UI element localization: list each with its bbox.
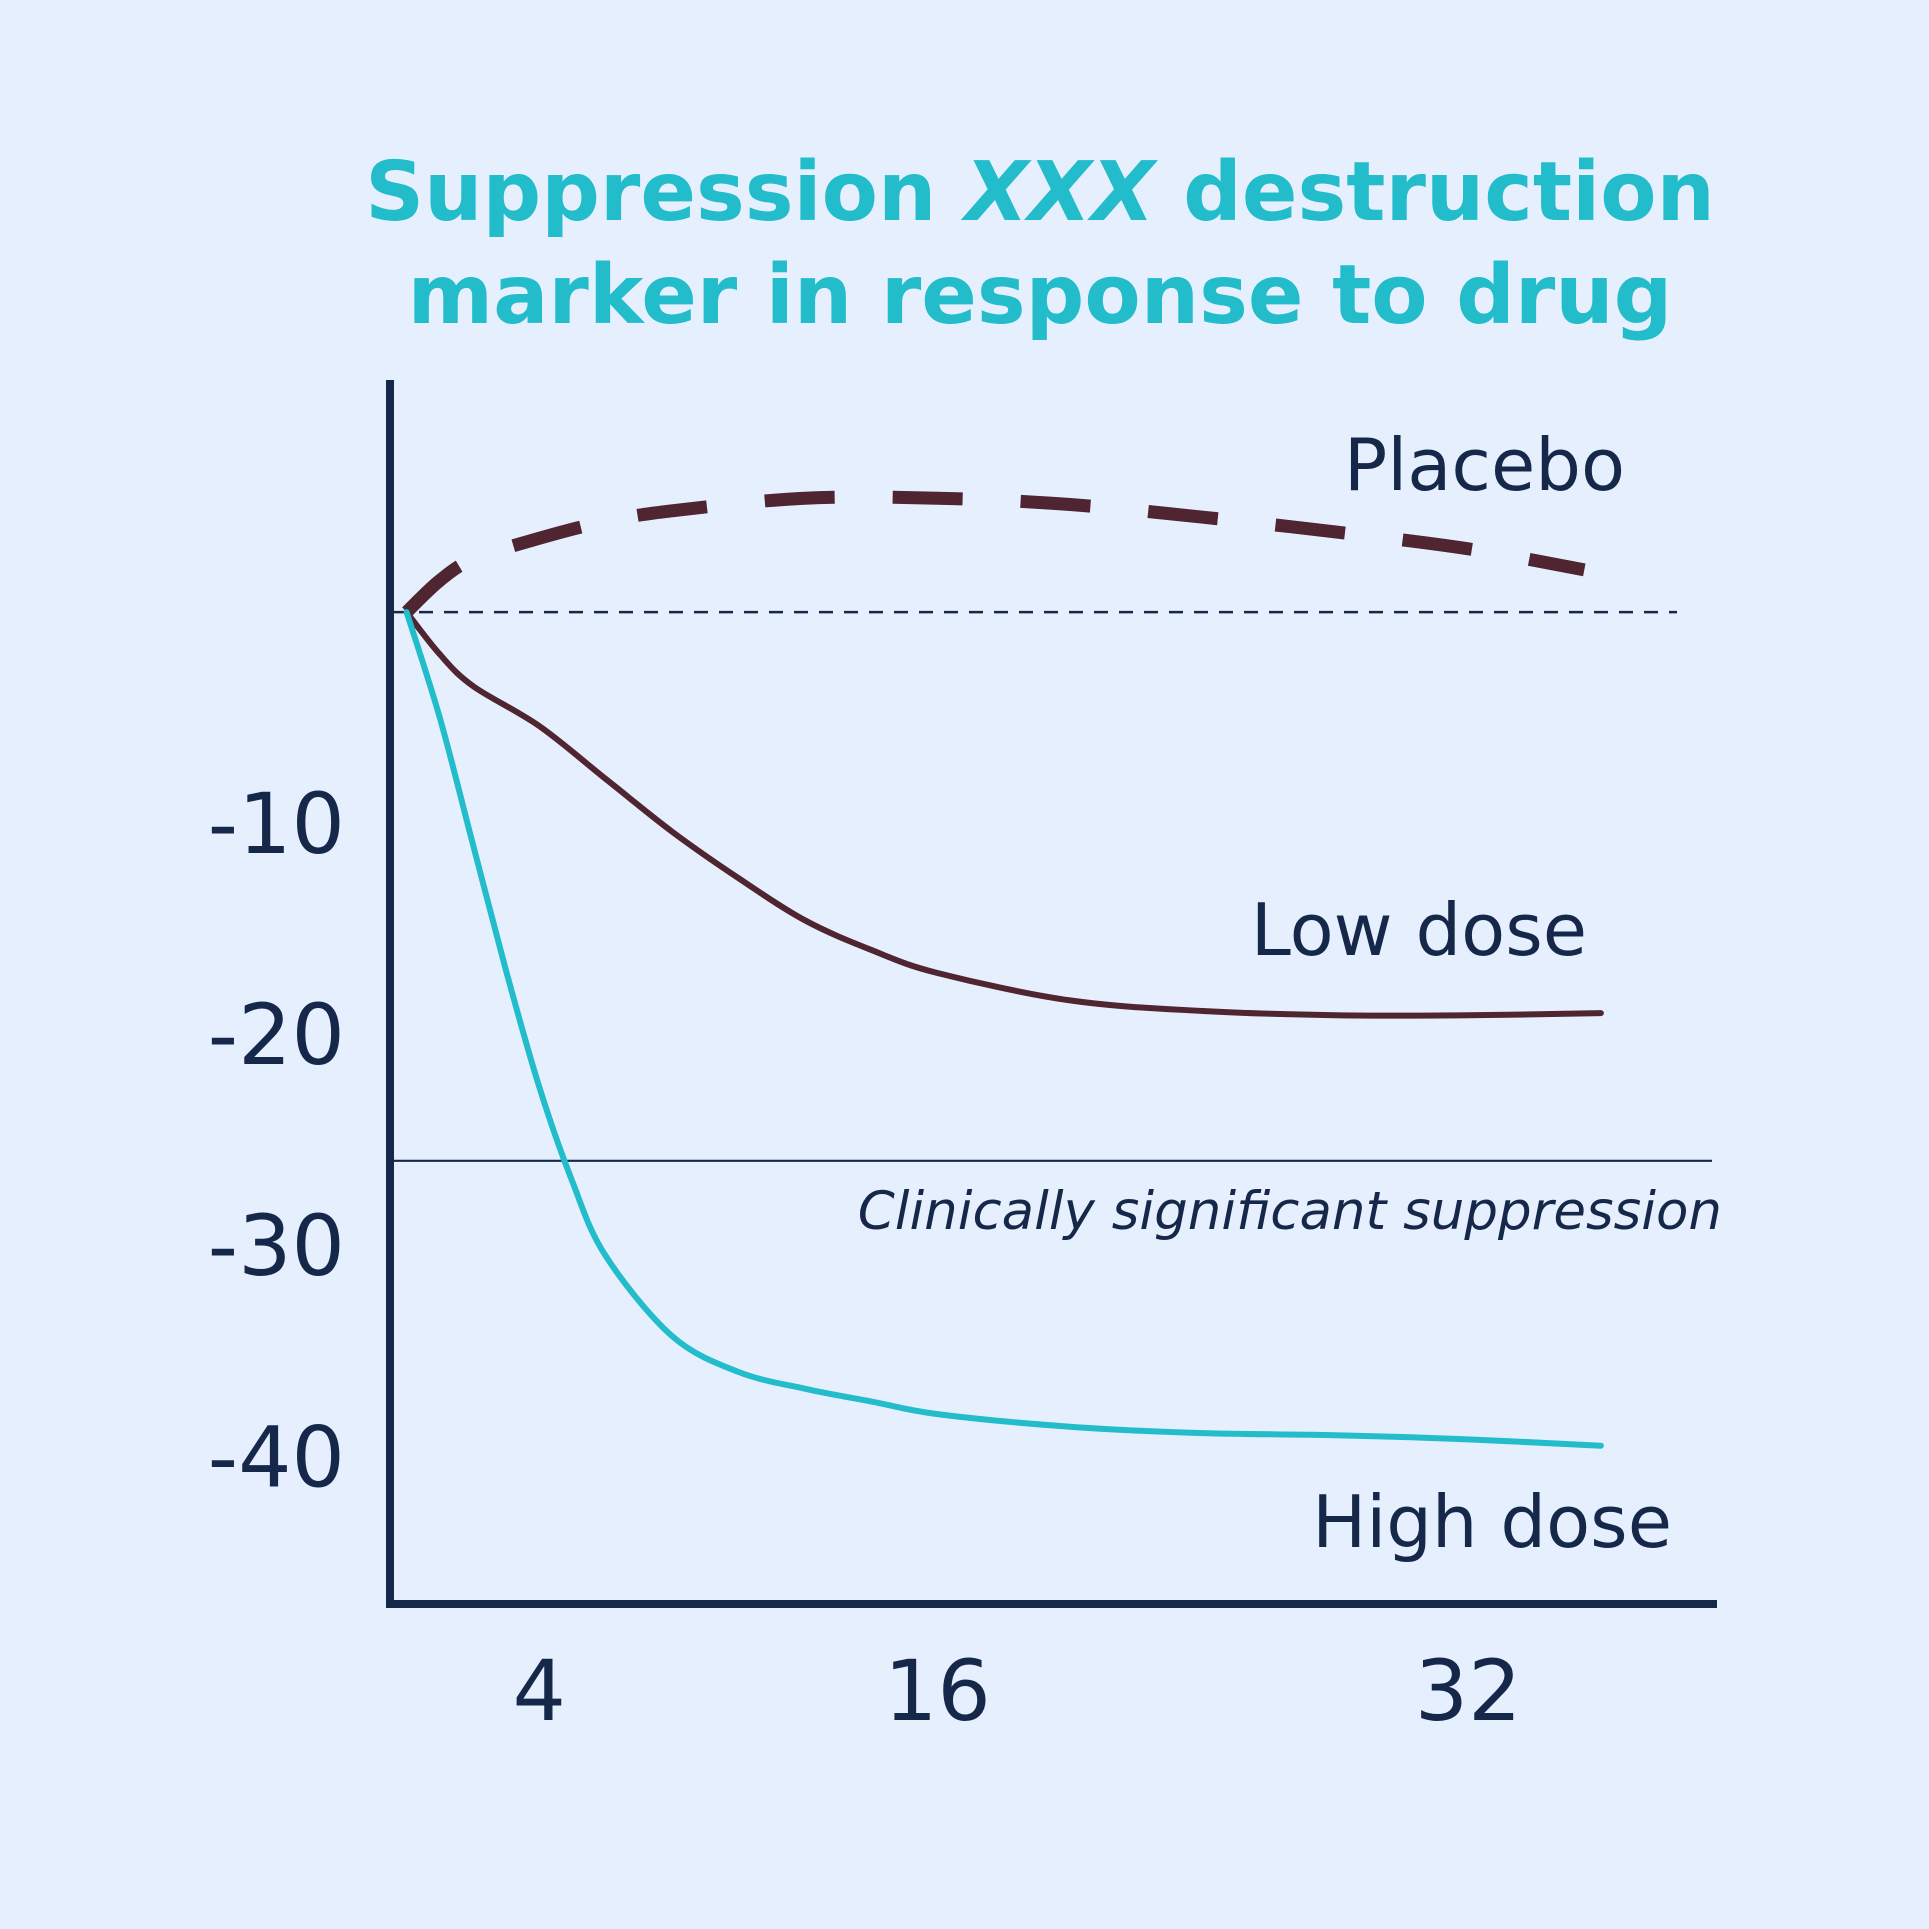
y-tick-label: -20 [208, 986, 345, 1084]
series-label-low-dose: Low dose [1251, 888, 1587, 972]
series-labels: Placebo Low dose High dose [1251, 423, 1672, 1564]
threshold-label: Clinically significant suppression [858, 1181, 1722, 1242]
axes [386, 380, 1717, 1608]
x-tick-label: 16 [884, 1642, 991, 1740]
series-line-high-dose [403, 609, 1604, 1449]
series-label-placebo: Placebo [1344, 423, 1625, 507]
y-tick-label: -40 [208, 1408, 345, 1506]
tick-labels: 4 16 32 -10 -20 -30 -40 [208, 775, 1522, 1740]
chart-title-line1: Suppression XXX destruction [365, 145, 1715, 240]
plot-area: Clinically significant suppression [394, 490, 1722, 1449]
series-line-placebo [402, 490, 1586, 617]
series-label-high-dose: High dose [1312, 1480, 1672, 1564]
x-tick-label: 4 [513, 1642, 566, 1740]
x-tick-label: 32 [1415, 1642, 1522, 1740]
chart-title-line2: marker in response to drug [408, 248, 1673, 343]
series-line-low-dose [403, 609, 1604, 1019]
y-tick-label: -10 [208, 775, 345, 873]
y-tick-label: -30 [208, 1197, 345, 1295]
